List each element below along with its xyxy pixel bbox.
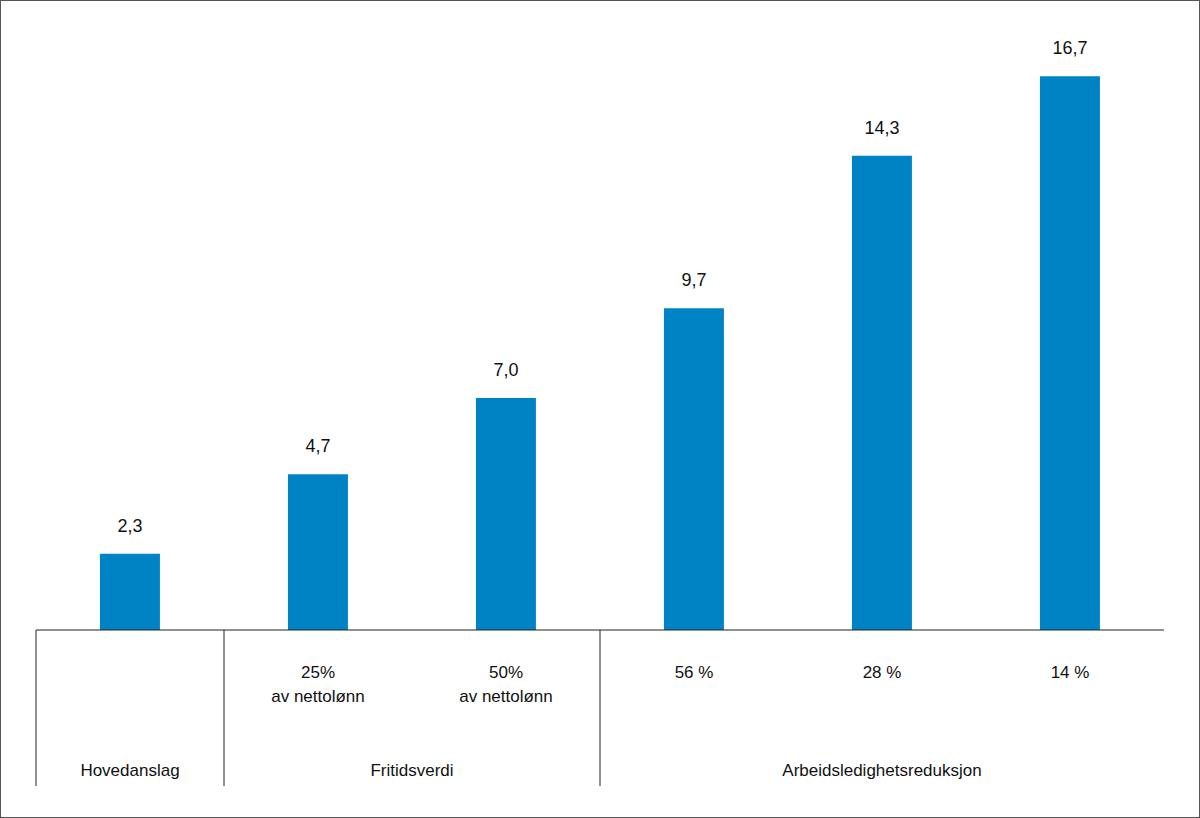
svg-text:50%av nettolønn: 50%av nettolønn	[459, 663, 553, 706]
svg-text:28 %: 28 %	[863, 663, 902, 682]
svg-text:9,7: 9,7	[681, 270, 706, 290]
svg-text:2,3: 2,3	[117, 516, 142, 536]
svg-text:16,7: 16,7	[1052, 38, 1087, 58]
svg-text:14,3: 14,3	[864, 118, 899, 138]
svg-text:25%av nettolønn: 25%av nettolønn	[271, 663, 365, 706]
svg-text:4,7: 4,7	[305, 436, 330, 456]
svg-text:Hovedanslag: Hovedanslag	[80, 761, 179, 780]
svg-text:7,0: 7,0	[493, 360, 518, 380]
svg-text:56 %: 56 %	[675, 663, 714, 682]
svg-text:Fritidsverdi: Fritidsverdi	[370, 761, 453, 780]
svg-text:Arbeidsledighetsreduksjon: Arbeidsledighetsreduksjon	[782, 761, 981, 780]
svg-text:14 %: 14 %	[1051, 663, 1090, 682]
